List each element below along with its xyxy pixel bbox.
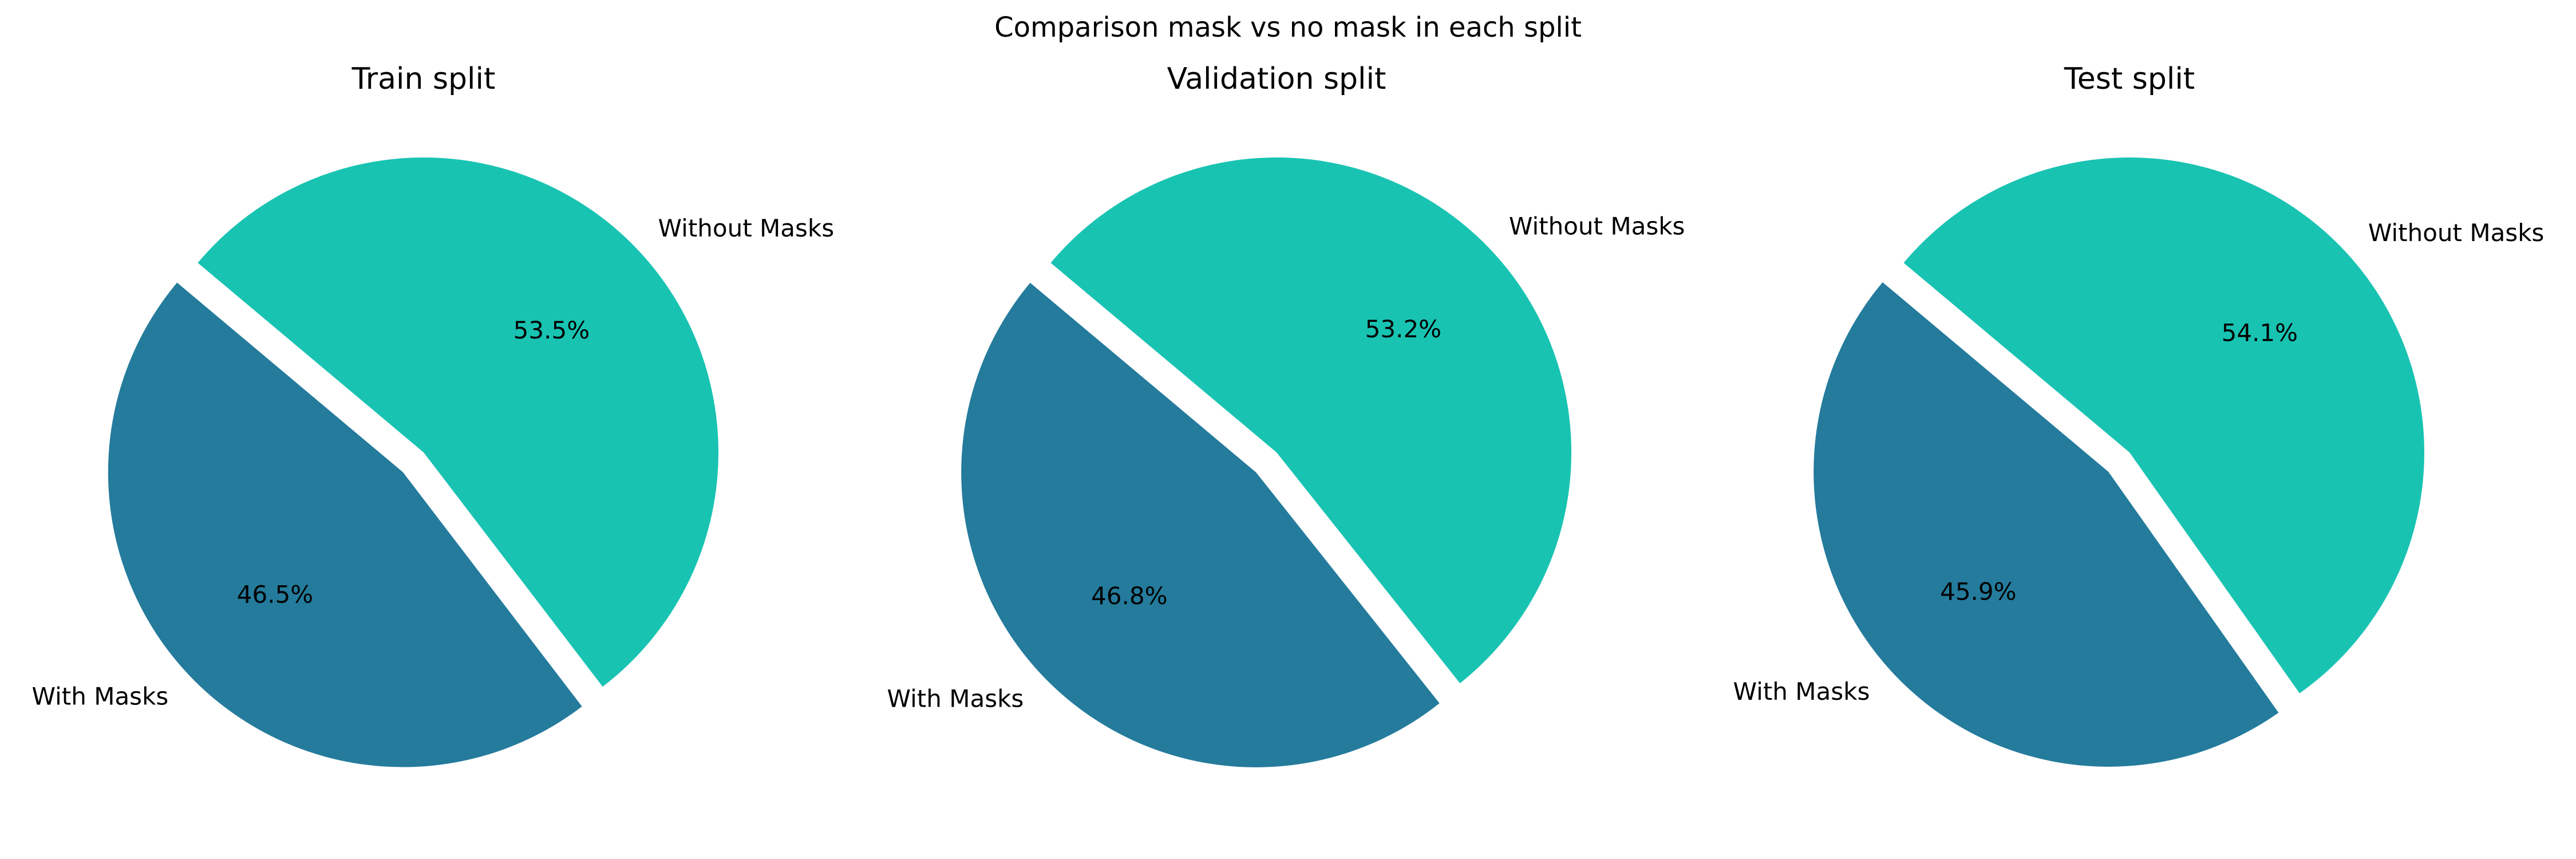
pie-slice-label: With Masks xyxy=(1733,677,1870,706)
pie-slice-with-masks xyxy=(108,282,582,767)
pie-percent-label: 45.9% xyxy=(1940,578,2016,606)
pie-slice-without-masks xyxy=(1050,157,1571,684)
pie-percent-label: 46.5% xyxy=(237,581,313,609)
pie-slice-label: Without Masks xyxy=(2368,219,2545,247)
pie-title: Train split xyxy=(351,62,496,96)
pie-title: Test split xyxy=(2064,62,2195,96)
pie-slice-with-masks xyxy=(961,282,1440,767)
pie-chart-1: Train split 46.5% With Masks 53.5% Without M… xyxy=(32,62,835,767)
pie-percent-label: 53.5% xyxy=(513,316,590,344)
pie-slice-label: With Masks xyxy=(32,682,169,710)
pie-percent-label: 53.2% xyxy=(1365,315,1441,343)
pie-slice-with-masks xyxy=(1814,282,2279,767)
figure-title: Comparison mask vs no mask in each split xyxy=(994,11,1582,44)
pie-title: Validation split xyxy=(1167,62,1386,96)
pie-chart-3: Test split 45.9% With Masks 54.1% Without Ma… xyxy=(1733,62,2545,767)
pie-percent-label: 54.1% xyxy=(2222,318,2298,346)
pie-slice-label: With Masks xyxy=(887,685,1024,713)
pie-chart-2: Validation split 46.8% With Masks 53.2% With… xyxy=(887,62,1685,767)
pie-slice-label: Without Masks xyxy=(658,214,835,242)
pie-slice-without-masks xyxy=(1903,157,2425,693)
pie-slice-label: Without Masks xyxy=(1509,212,1685,240)
pie-slice-without-masks xyxy=(197,157,718,687)
pie-percent-label: 46.8% xyxy=(1091,582,1167,610)
